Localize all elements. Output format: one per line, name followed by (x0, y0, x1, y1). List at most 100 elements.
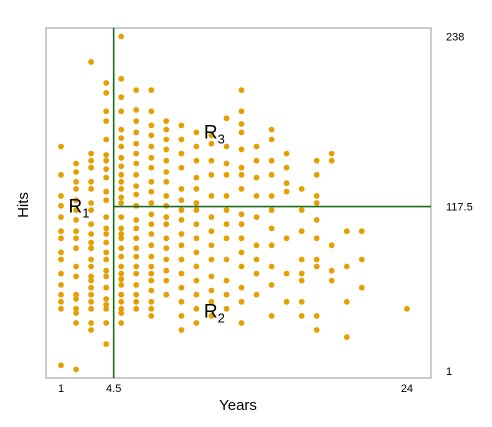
data-point (58, 214, 64, 221)
split-lines (112, 28, 431, 378)
data-point (298, 277, 305, 284)
data-point (163, 245, 170, 252)
data-point (178, 164, 185, 171)
plot-frame (45, 27, 432, 379)
data-point (118, 171, 125, 178)
data-point (88, 291, 94, 298)
data-point (118, 276, 125, 283)
data-point (118, 235, 125, 242)
data-point (73, 235, 79, 242)
data-point (208, 313, 215, 319)
data-point (223, 143, 230, 150)
data-point (238, 221, 245, 228)
data-point (223, 291, 230, 298)
x-tick-label: 1 (58, 383, 64, 395)
data-point (118, 263, 125, 270)
data-point (133, 107, 140, 113)
data-point (223, 305, 230, 312)
data-point (133, 235, 140, 242)
data-point (148, 313, 155, 319)
data-point (253, 157, 260, 164)
data-point (133, 140, 140, 147)
data-point (283, 180, 290, 187)
data-point (328, 267, 335, 274)
data-point (118, 194, 125, 201)
data-point (268, 207, 275, 214)
data-point (178, 150, 185, 157)
data-point (268, 126, 275, 133)
data-point (163, 146, 170, 153)
data-point (148, 143, 155, 150)
data-point (58, 282, 64, 288)
data-point (118, 135, 125, 142)
data-point (118, 298, 125, 305)
data-point (118, 253, 125, 260)
data-point (103, 108, 110, 115)
data-point (133, 118, 140, 124)
data-point (163, 136, 170, 143)
data-point (133, 253, 140, 260)
data-point (118, 270, 125, 277)
data-point (238, 263, 245, 270)
data-point (148, 154, 155, 161)
data-point (163, 291, 170, 298)
data-point (328, 157, 335, 164)
data-point (268, 157, 275, 164)
data-point (148, 221, 155, 228)
data-point (193, 305, 200, 312)
data-point (163, 256, 170, 263)
data-point (88, 200, 94, 206)
data-point (88, 263, 94, 270)
data-point (73, 263, 79, 270)
data-point (88, 305, 94, 312)
data-point (313, 235, 320, 242)
data-point (58, 256, 64, 263)
data-point (178, 242, 185, 249)
data-point (148, 231, 155, 237)
data-point (163, 193, 170, 199)
data-point (283, 150, 290, 157)
data-point (118, 178, 125, 185)
data-point (298, 207, 305, 214)
data-point (178, 136, 185, 143)
data-point (148, 253, 155, 260)
data-point (404, 305, 410, 312)
data-point (103, 301, 110, 308)
x-tick-label: 4.5 (106, 383, 121, 395)
data-point (88, 178, 94, 185)
x-axis-ticks: 1 4.5 24 (58, 383, 413, 395)
data-point (178, 122, 185, 129)
data-point (193, 249, 200, 256)
data-point (118, 143, 125, 150)
data-point (343, 228, 350, 235)
data-point (178, 256, 185, 263)
data-point (118, 282, 125, 288)
data-point (238, 284, 245, 291)
data-point (178, 284, 185, 291)
data-point (253, 174, 260, 181)
data-point (193, 200, 200, 206)
data-point (223, 160, 230, 167)
data-point (253, 242, 260, 249)
x-axis-label: Years (219, 397, 257, 414)
data-point (88, 186, 94, 192)
data-point (73, 169, 79, 175)
data-point (73, 366, 79, 373)
data-point (133, 129, 140, 136)
data-point (298, 256, 305, 263)
data-point (73, 320, 79, 326)
data-point (178, 231, 185, 237)
data-point (133, 291, 140, 298)
data-point (238, 129, 245, 136)
data-point (58, 171, 64, 178)
data-point (118, 186, 125, 192)
data-point (118, 33, 125, 40)
data-point (73, 296, 79, 302)
data-point (268, 136, 275, 143)
data-point (193, 291, 200, 298)
data-point (178, 217, 185, 223)
data-point (133, 150, 140, 157)
data-point (148, 164, 155, 171)
region-labels: R1 R2 R3 (69, 122, 225, 325)
data-point (223, 115, 230, 122)
